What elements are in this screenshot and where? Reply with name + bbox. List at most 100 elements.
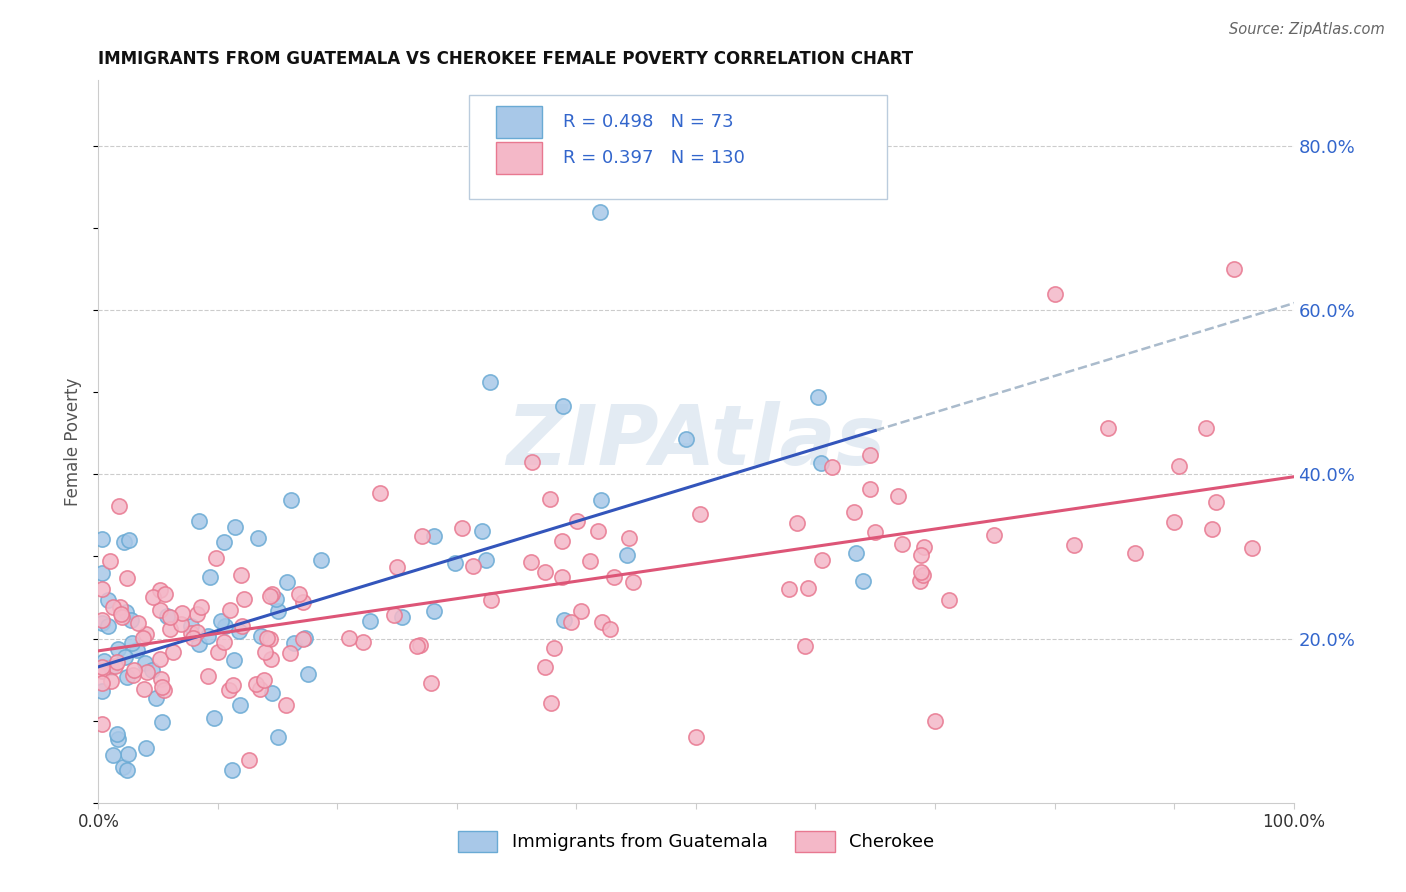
Point <box>599 623 621 637</box>
Point <box>114 649 136 664</box>
Point <box>406 639 429 653</box>
Point <box>197 629 219 643</box>
Point <box>675 432 697 446</box>
Point <box>108 499 131 513</box>
Point <box>256 632 278 646</box>
Text: ZIPAtlas: ZIPAtlas <box>506 401 886 482</box>
Point <box>188 514 211 528</box>
Point <box>162 645 184 659</box>
Point <box>117 763 139 777</box>
Text: IMMIGRANTS FROM GUATEMALA VS CHEROKEE FEMALE POVERTY CORRELATION CHART: IMMIGRANTS FROM GUATEMALA VS CHEROKEE FE… <box>98 50 914 68</box>
Point <box>149 583 172 598</box>
Point <box>132 631 155 645</box>
Legend: Immigrants from Guatemala, Cherokee: Immigrants from Guatemala, Cherokee <box>450 823 942 859</box>
Point <box>297 666 319 681</box>
Point <box>153 683 176 698</box>
Point <box>370 486 392 500</box>
Point <box>91 582 114 596</box>
Point <box>685 730 707 744</box>
Point <box>910 565 932 579</box>
Point <box>105 655 128 669</box>
Point <box>170 616 193 631</box>
Point <box>100 660 122 674</box>
Point <box>222 653 245 667</box>
Point <box>352 634 374 648</box>
Point <box>793 639 815 653</box>
Point <box>91 664 114 678</box>
Point <box>222 678 245 692</box>
Point <box>1240 541 1263 556</box>
Point <box>859 448 882 462</box>
Point <box>411 529 433 543</box>
Point <box>450 520 472 534</box>
FancyBboxPatch shape <box>496 142 541 174</box>
Point <box>122 663 145 677</box>
Point <box>91 613 114 627</box>
Point <box>142 591 165 605</box>
Point <box>519 555 541 569</box>
Point <box>91 683 114 698</box>
Point <box>294 631 316 645</box>
Point <box>262 587 284 601</box>
Point <box>291 632 314 646</box>
Point <box>200 570 222 584</box>
Point <box>589 493 612 508</box>
Point <box>908 574 931 589</box>
Point <box>1097 421 1119 435</box>
Point <box>534 565 557 579</box>
Point <box>474 553 496 567</box>
Point <box>91 675 114 690</box>
Point <box>278 646 301 660</box>
Point <box>1063 538 1085 552</box>
Point <box>382 608 405 623</box>
Point <box>538 492 561 507</box>
Point <box>553 399 575 413</box>
Point <box>859 482 882 496</box>
Point <box>586 524 609 538</box>
Point <box>249 681 271 696</box>
Point <box>134 656 156 670</box>
Point <box>112 534 135 549</box>
Point <box>93 654 115 668</box>
Point <box>118 533 141 547</box>
Point <box>280 493 302 508</box>
Point <box>409 638 432 652</box>
Point <box>259 632 281 646</box>
Point <box>91 532 114 546</box>
Point <box>187 637 209 651</box>
Point <box>253 645 276 659</box>
Point <box>534 660 557 674</box>
Point <box>122 668 145 682</box>
Text: R = 0.397   N = 130: R = 0.397 N = 130 <box>564 149 745 167</box>
Point <box>190 600 212 615</box>
Point <box>125 643 148 657</box>
Point <box>886 489 908 503</box>
Point <box>1043 286 1066 301</box>
Point <box>337 631 360 645</box>
Point <box>810 553 832 567</box>
Point <box>150 680 173 694</box>
Point <box>423 529 446 543</box>
Point <box>233 592 256 607</box>
Point <box>114 605 136 619</box>
Point <box>107 727 129 741</box>
Point <box>108 599 131 614</box>
Point <box>471 524 494 539</box>
Point <box>1195 421 1218 435</box>
Point <box>214 619 236 633</box>
Point <box>229 698 252 712</box>
Point <box>912 540 935 554</box>
Point <box>245 677 267 691</box>
Point <box>938 592 960 607</box>
Point <box>479 593 502 607</box>
Point <box>1163 515 1185 529</box>
Point <box>621 574 644 589</box>
Point <box>420 676 443 690</box>
Point <box>863 524 886 539</box>
Point <box>229 568 252 582</box>
Point <box>104 659 127 673</box>
Point <box>141 663 163 677</box>
Point <box>589 204 612 219</box>
Point <box>91 566 114 580</box>
Point <box>218 682 240 697</box>
